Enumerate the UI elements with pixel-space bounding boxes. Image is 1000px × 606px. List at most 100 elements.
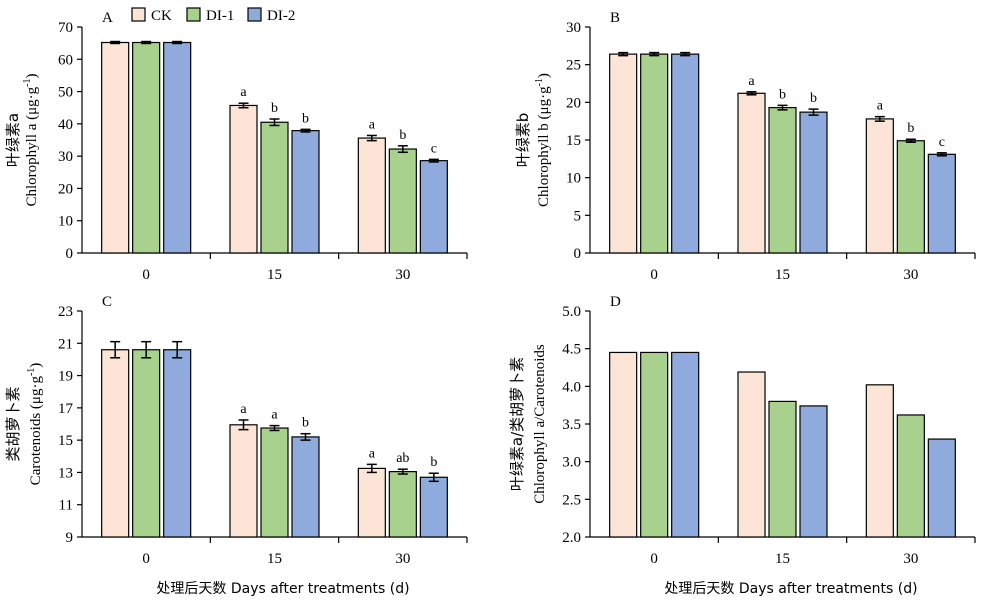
b-x-tick-label: 15: [775, 267, 790, 283]
b-bar: [768, 107, 797, 254]
b-y-tick-label: 20: [566, 95, 581, 111]
d-panel-letter: D: [610, 294, 621, 310]
c-y-tick-label: 11: [59, 498, 73, 514]
d-y-tick-label: 2.0: [562, 530, 581, 546]
d-y-tick-label: 4.0: [562, 379, 581, 395]
d-x-tick-label: 0: [650, 551, 658, 567]
c-x-tick-label: 0: [142, 551, 150, 567]
b-bar: [799, 111, 828, 254]
a-y-axis-title-cn: 叶绿素a: [4, 113, 22, 167]
c-y-tick-label: 23: [58, 304, 73, 320]
b-y-axis-title-cn: 叶绿素b: [514, 113, 532, 168]
b-y-tick-label: 25: [566, 58, 581, 74]
a-significance-label: b: [399, 128, 406, 143]
c-y-axis-title-cn: 类胡萝卜素: [4, 386, 22, 461]
c-bar: [291, 436, 320, 538]
a-bar: [163, 41, 192, 254]
b-bar: [640, 53, 669, 254]
d-y-axis-title-en: Chlorophyll a/Carotenoids: [532, 344, 548, 504]
c-bar: [357, 467, 386, 538]
b-bar: [865, 118, 894, 254]
c-bar: [229, 424, 258, 538]
b-panel-letter: B: [610, 10, 620, 26]
legend-swatch-di2: [247, 7, 262, 22]
b-y-tick-label: 30: [566, 20, 581, 36]
c-bar: [260, 427, 289, 538]
panel-b: 0 5 10 15 20 25 30 0 15 30 a b b a b c B 叶绿素b Chlorophyll …: [514, 10, 976, 283]
c-significance-label: ab: [396, 451, 409, 466]
panel-a: 0 10 20 30 40 50 60 70 0 15 30 a b b a b c A 叶绿素a Chlorophy…: [4, 10, 468, 283]
c-significance-label: a: [240, 402, 247, 417]
c-bar: [388, 471, 417, 538]
b-y-tick-label: 0: [574, 246, 582, 262]
c-y-axis-title-en: Carotenoids (μg·g-1): [26, 363, 44, 486]
c-panel-letter: C: [102, 294, 112, 310]
d-bar: [896, 414, 925, 538]
a-bar: [229, 104, 258, 254]
a-x-tick-label: 30: [395, 267, 410, 283]
a-significance-label: a: [369, 117, 376, 132]
b-y-tick-label: 10: [566, 171, 581, 187]
b-significance-label: b: [810, 91, 817, 106]
c-y-tick-label: 21: [58, 336, 73, 352]
a-y-axis-title-en: Chlorophyll a (μg·g-1): [22, 73, 40, 206]
c-significance-label: a: [271, 408, 278, 423]
b-x-tick-label: 0: [650, 267, 658, 283]
d-bar: [768, 400, 797, 538]
d-bar: [609, 351, 638, 538]
x-axis-title-right: 处理后天数 Days after treatments (d): [664, 581, 917, 597]
c-bar: [132, 349, 161, 538]
a-y-tick-label: 30: [58, 149, 73, 165]
a-bar: [260, 121, 289, 254]
a-y-tick-label: 10: [58, 214, 73, 230]
a-bar: [101, 41, 130, 254]
legend-label-ck: CK: [151, 8, 172, 24]
c-bar: [101, 349, 130, 538]
c-y-tick-label: 13: [58, 465, 73, 481]
b-significance-label: a: [748, 74, 755, 89]
legend-label-di1: DI-1: [206, 8, 234, 24]
d-bar: [865, 384, 894, 538]
b-significance-label: a: [877, 99, 884, 114]
c-x-tick-label: 30: [395, 551, 410, 567]
a-significance-label: b: [271, 101, 278, 116]
a-bar: [357, 137, 386, 254]
d-y-tick-label: 3.0: [562, 455, 581, 471]
a-bar: [419, 160, 448, 254]
x-axis-title-left: 处理后天数 Days after treatments (d): [156, 581, 409, 597]
d-bar: [640, 351, 669, 538]
d-x-tick-label: 15: [775, 551, 790, 567]
legend-swatch-ck: [131, 7, 146, 22]
c-x-tick-label: 15: [267, 551, 282, 567]
panel-d: 2.0 2.5 3.0 3.5 4.0 4.5 5.0 0 15 30 D 叶绿素a/类胡萝卜素 Chl…: [508, 294, 976, 567]
d-bar: [671, 351, 700, 538]
a-y-tick-label: 40: [58, 117, 73, 133]
a-y-tick-label: 20: [58, 181, 73, 197]
b-bar: [927, 153, 956, 254]
b-bar: [737, 92, 766, 254]
b-bar: [896, 140, 925, 254]
d-y-tick-label: 5.0: [562, 304, 581, 320]
a-significance-label: c: [431, 141, 437, 156]
c-y-tick-label: 19: [58, 369, 73, 385]
c-significance-label: b: [430, 455, 437, 470]
d-bar: [927, 438, 956, 538]
b-y-tick-label: 15: [566, 133, 581, 149]
a-y-tick-label: 70: [58, 20, 73, 36]
b-y-axis-title-en: Chlorophyll b (μg·g-1): [534, 73, 552, 207]
c-bar: [419, 476, 448, 538]
c-significance-label: a: [369, 446, 376, 461]
b-significance-label: b: [779, 87, 786, 102]
b-significance-label: c: [939, 135, 945, 150]
a-y-tick-label: 0: [66, 246, 74, 262]
d-y-tick-label: 3.5: [562, 417, 581, 433]
c-y-tick-label: 9: [66, 530, 74, 546]
d-bar: [737, 371, 766, 538]
b-y-tick-label: 5: [574, 208, 582, 224]
a-y-tick-label: 50: [58, 85, 73, 101]
d-y-tick-label: 4.5: [562, 342, 581, 358]
b-x-tick-label: 30: [903, 267, 918, 283]
c-y-tick-label: 17: [58, 401, 74, 417]
